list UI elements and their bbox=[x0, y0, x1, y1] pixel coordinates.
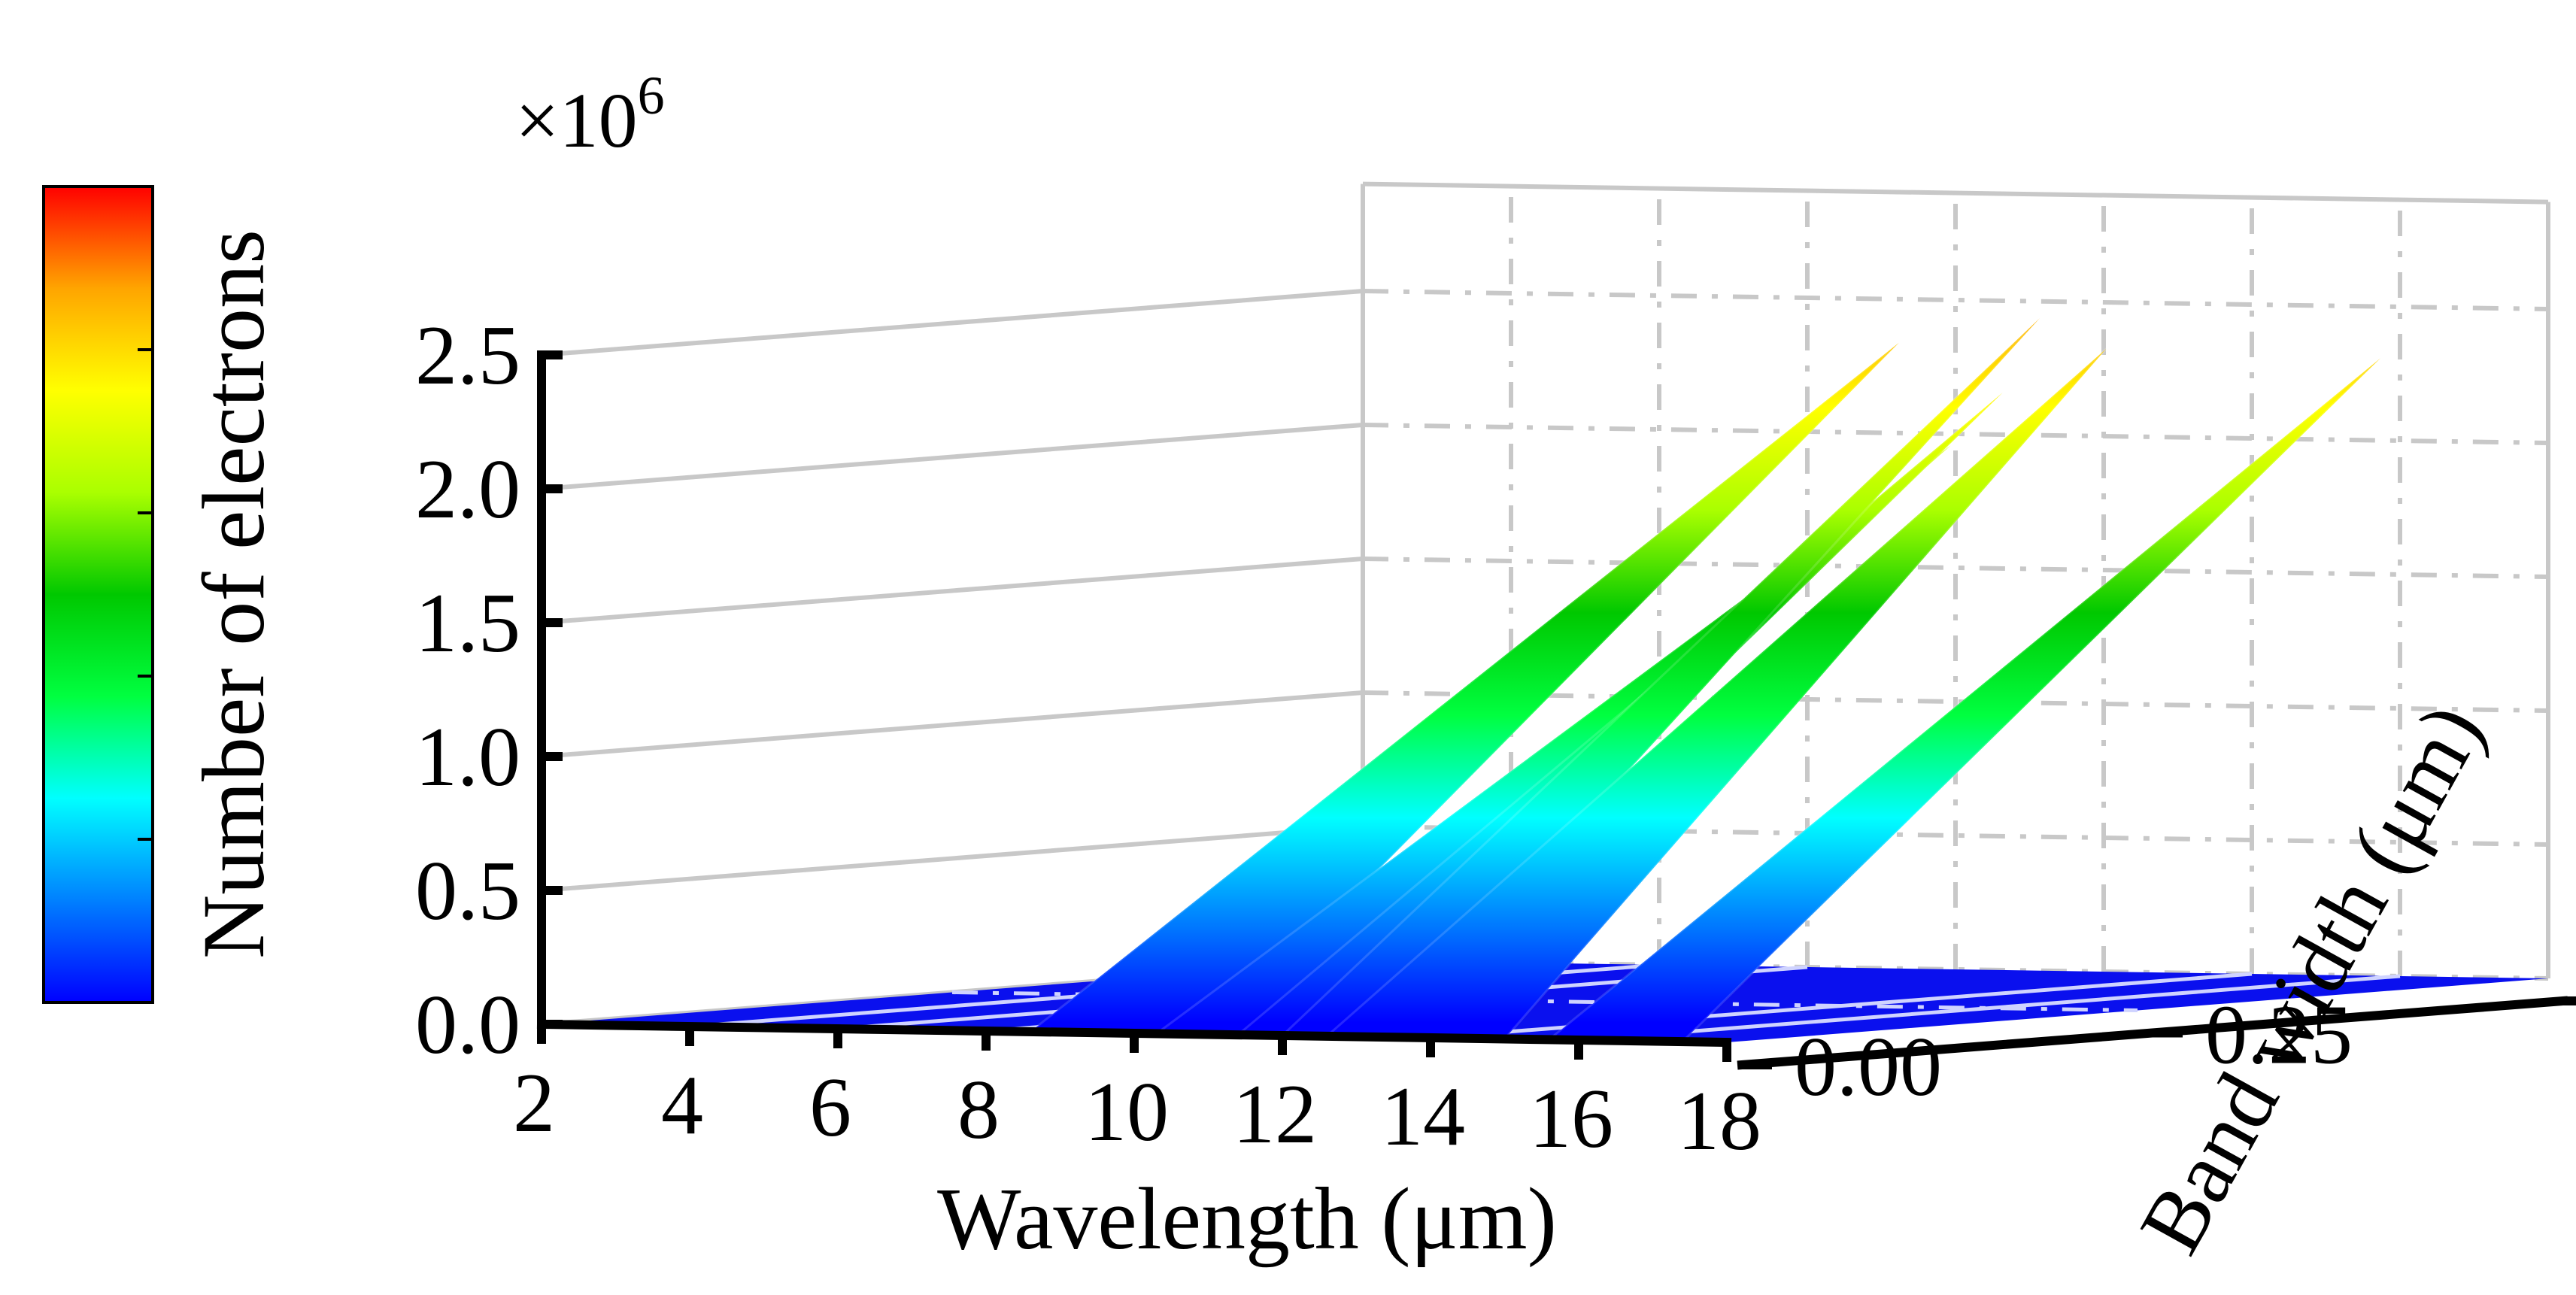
back-top-edge bbox=[1362, 181, 2549, 205]
y-tick-label: 0.25 bbox=[2205, 989, 2353, 1082]
z-tick-label: 0.0 bbox=[415, 978, 520, 1072]
x-tick-label: 6 bbox=[809, 1061, 851, 1154]
x-tick-label: 18 bbox=[1677, 1075, 1761, 1168]
tick-labels: 0.0 0.5 1.0 1.5 2.0 2.5 2 4 6 8 10 12 14 16 18 0.00 0.25… bbox=[415, 309, 2576, 1168]
back-wall-hline bbox=[1362, 690, 2549, 713]
x-tick-label: 12 bbox=[1233, 1068, 1317, 1161]
z-tick-label: 2.5 bbox=[415, 309, 520, 402]
z-tick-label: 2.0 bbox=[415, 443, 520, 536]
z-tick-label: 1.0 bbox=[415, 711, 520, 804]
y-tick-label: 0.00 bbox=[1795, 1021, 1942, 1114]
z-multiplier-exponent: 6 bbox=[638, 65, 665, 126]
x-tick-label: 14 bbox=[1381, 1070, 1465, 1163]
side-wall-line bbox=[541, 824, 1364, 893]
side-wall-line bbox=[541, 289, 1364, 357]
x-tick-label: 4 bbox=[661, 1059, 703, 1152]
x-tick-label: 8 bbox=[957, 1063, 1000, 1157]
colorbar-label: Number of electrons bbox=[184, 229, 283, 959]
z-multiplier: ×106 bbox=[515, 65, 665, 164]
floor-grid-line bbox=[1578, 974, 2401, 1042]
side-wall-line bbox=[541, 557, 1364, 625]
back-wall-hline bbox=[1362, 289, 2549, 311]
x-tick-label: 16 bbox=[1529, 1072, 1613, 1166]
x-tick-label: 2 bbox=[513, 1057, 555, 1150]
back-wall-hline bbox=[1362, 557, 2549, 579]
x-tick-label: 10 bbox=[1085, 1066, 1169, 1159]
back-wall-hline bbox=[1362, 423, 2549, 445]
surface bbox=[542, 317, 2548, 1043]
x-axis-label: Wavelength (μm) bbox=[937, 1169, 1557, 1268]
side-wall-line bbox=[541, 423, 1364, 491]
z-tick-label: 0.5 bbox=[415, 845, 520, 938]
colorbar bbox=[42, 185, 154, 1004]
side-wall-line bbox=[541, 690, 1364, 759]
colorbar-ticks bbox=[138, 348, 153, 841]
z-tick-label: 1.5 bbox=[415, 577, 520, 670]
